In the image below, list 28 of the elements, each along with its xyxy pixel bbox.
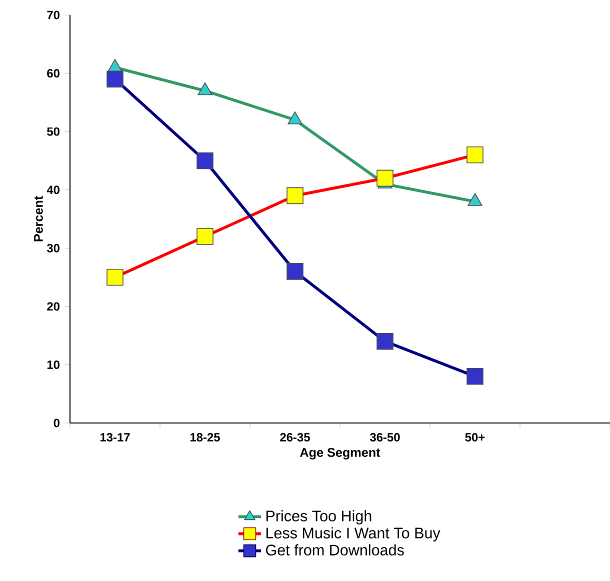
y-tick-label: 40 xyxy=(46,186,60,194)
legend-label: Prices Too High xyxy=(266,510,372,524)
point xyxy=(286,263,304,280)
point xyxy=(376,170,394,187)
y-tick-label: 30 xyxy=(46,244,60,252)
y-tick-label: 60 xyxy=(47,69,60,78)
x-tick-label: 36-50 xyxy=(370,433,400,442)
point xyxy=(106,70,124,88)
y-tick-label: 0 xyxy=(54,418,60,428)
legend-label: Get from Downloads xyxy=(266,544,404,556)
point xyxy=(466,368,484,385)
y-tick-label: 50 xyxy=(47,127,60,136)
y-tick-label: 10 xyxy=(47,360,60,369)
point xyxy=(286,187,304,204)
point xyxy=(196,228,214,245)
x-tick-label: 26-35 xyxy=(280,433,310,442)
point xyxy=(196,152,214,170)
y-tick-label: 70 xyxy=(47,10,60,20)
point xyxy=(466,146,484,164)
point xyxy=(376,333,394,350)
y-tick-label: 20 xyxy=(47,302,60,311)
x-axis-title: Age Segment xyxy=(300,448,380,460)
x-tick-label: 50+ xyxy=(465,433,485,442)
legend-label: Less Music I Want To Buy xyxy=(266,527,440,542)
y-axis-title: Percent xyxy=(34,196,43,242)
x-tick-label: 13-17 xyxy=(100,433,130,442)
point xyxy=(106,268,124,286)
x-tick-label: 18-25 xyxy=(190,433,220,442)
